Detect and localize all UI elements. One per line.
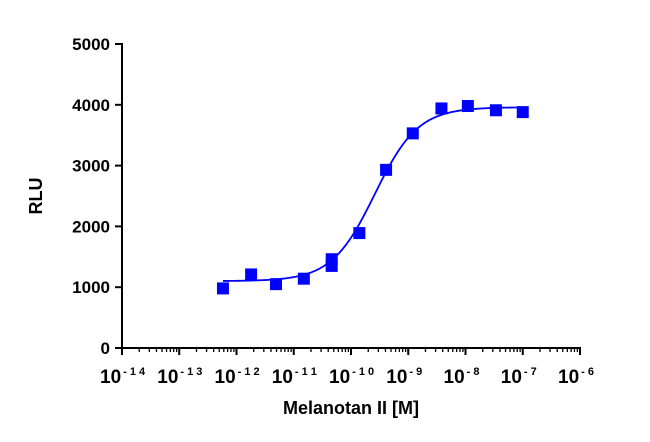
x-tick-label: 10- 7 [501,366,537,388]
x-tick-label: 10- 9 [386,366,422,388]
x-axis-title: Melanotan II [M] [283,398,419,418]
data-point [270,278,283,291]
data-point [297,272,310,285]
x-tick-label: 10- 1 0 [329,366,374,388]
x-tick-label: 10- 1 2 [215,366,260,388]
data-point [380,163,393,176]
fit-curve-group [222,106,523,282]
y-axis-title: RLU [26,178,46,215]
fit-curve [222,106,523,282]
x-tick-label: 10- 1 4 [100,366,146,388]
data-point [435,102,448,115]
x-tick-label: 10- 6 [558,366,594,388]
y-tick-label: 5000 [72,35,110,54]
data-point [216,282,229,295]
y-tick-label: 2000 [72,217,110,236]
x-tick-label: 10- 1 3 [157,366,202,388]
data-point [461,100,474,113]
y-tick-label: 0 [101,339,110,358]
x-tick-label: 10- 8 [444,366,480,388]
y-tick-label: 4000 [72,96,110,115]
data-point [489,104,502,117]
y-tick-label: 1000 [72,278,110,297]
x-tick-label: 10- 1 1 [272,366,317,388]
y-tick-label: 3000 [72,157,110,176]
data-point [245,268,258,281]
data-point [353,227,366,240]
data-points [216,100,529,295]
axes: 0 1000 2000 3000 4000 5000 10- 1 4 10- 1 3 10- 1… [72,35,594,388]
data-point [325,259,338,272]
data-point [406,127,419,140]
data-point [516,106,529,119]
